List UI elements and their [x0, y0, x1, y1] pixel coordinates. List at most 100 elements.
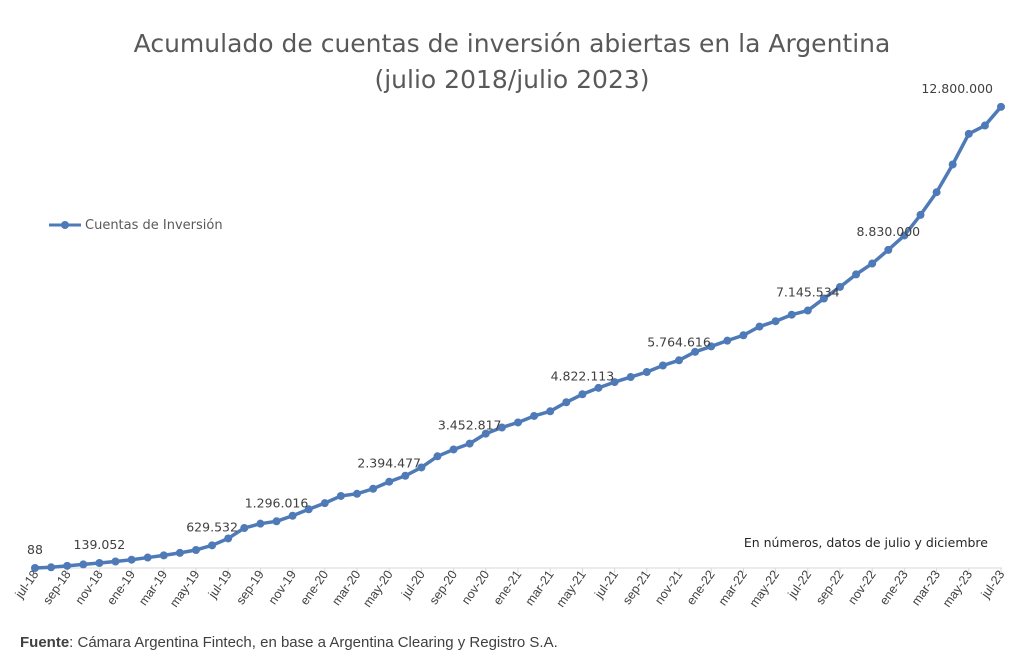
data-labels: 88 139.052 629.532 1.296.016 2.394.477 3.452.…	[27, 81, 993, 557]
data-point	[626, 373, 635, 382]
data-point	[546, 407, 555, 416]
data-point	[401, 471, 410, 480]
data-point	[964, 129, 973, 138]
data-point	[771, 317, 780, 326]
data-point	[803, 306, 812, 315]
data-point	[417, 463, 426, 472]
x-tick-label: jul-22	[785, 568, 815, 602]
data-point	[159, 551, 168, 560]
x-tick-label: may-22	[747, 568, 782, 610]
data-label: 88	[27, 542, 43, 557]
source-text: : Cámara Argentina Fintech, en base a Ar…	[69, 634, 558, 651]
data-point	[224, 534, 233, 543]
x-tick-label: sep-21	[620, 568, 653, 607]
x-tick-label: ene-23	[877, 568, 911, 608]
data-point	[836, 282, 844, 291]
chart-note: En números, datos de julio y diciembre	[744, 535, 988, 550]
data-label: 1.296.016	[245, 495, 309, 510]
data-point	[658, 361, 667, 370]
data-label: 3.452.817	[438, 418, 502, 433]
data-point	[755, 322, 764, 331]
data-label: 7.145.534	[776, 285, 840, 300]
data-point	[610, 378, 619, 387]
data-label: 5.764.616	[647, 334, 711, 349]
data-point	[208, 541, 217, 550]
x-tick-label: nov-21	[652, 568, 685, 607]
data-point	[79, 560, 88, 569]
series-markers	[31, 102, 1005, 572]
source-note: Fuente: Cámara Argentina Fintech, en bas…	[20, 634, 558, 651]
x-tick-label: mar-21	[522, 568, 556, 609]
data-point	[433, 452, 442, 461]
data-point	[852, 270, 861, 279]
x-tick-label: jul-21	[591, 568, 621, 602]
data-label: 12.800.000	[921, 81, 993, 96]
data-point	[707, 342, 716, 351]
data-point	[514, 418, 522, 427]
x-tick-label: jul-20	[398, 568, 428, 602]
data-point	[175, 548, 184, 557]
data-label: 139.052	[74, 537, 126, 552]
data-point	[884, 245, 893, 254]
data-label: 4.822.113	[551, 368, 615, 383]
x-tick-label: nov-18	[72, 568, 105, 607]
x-tick-label: mar-19	[136, 568, 170, 609]
x-tick-label: jul-19	[205, 568, 235, 602]
legend-label: Cuentas de Inversión	[85, 218, 223, 233]
data-point	[675, 356, 683, 365]
data-point	[739, 331, 748, 340]
legend: Cuentas de Inversión	[49, 218, 223, 233]
x-tick-label: sep-19	[233, 568, 266, 607]
data-point	[272, 517, 281, 526]
data-point	[47, 563, 56, 572]
data-point	[868, 259, 877, 268]
x-tick-label: nov-19	[266, 568, 299, 607]
data-point	[465, 439, 474, 448]
x-tick-label: sep-18	[40, 568, 73, 607]
data-point	[256, 519, 265, 528]
x-tick-label: jul-23	[978, 568, 1008, 602]
x-tick-label: ene-22	[684, 568, 718, 608]
data-point	[642, 368, 651, 376]
data-point	[916, 210, 925, 219]
x-tick-label: may-19	[167, 568, 202, 610]
data-label: 8.830.000	[856, 224, 920, 239]
data-point	[320, 499, 329, 508]
data-point	[63, 561, 72, 570]
data-point	[143, 553, 152, 562]
x-tick-label: ene-19	[104, 568, 138, 608]
x-tick-label: mar-20	[329, 568, 363, 609]
data-point	[562, 398, 571, 407]
data-point	[304, 505, 313, 514]
x-tick-label: may-20	[360, 568, 395, 610]
x-axis-ticks	[34, 568, 1002, 573]
data-label: 2.394.477	[357, 456, 421, 471]
data-point	[127, 555, 136, 564]
x-tick-label: ene-21	[491, 568, 525, 608]
data-label: 629.532	[186, 519, 238, 534]
legend-marker-swatch	[61, 221, 69, 229]
source-label: Fuente	[20, 634, 70, 651]
data-point	[336, 491, 345, 500]
x-tick-label: ene-20	[297, 568, 331, 608]
chart-title: Acumulado de cuentas de inversión abiert…	[134, 29, 891, 58]
x-tick-label: may-23	[940, 568, 975, 610]
data-point	[900, 231, 909, 240]
data-point	[192, 545, 200, 554]
data-point	[240, 524, 249, 533]
x-tick-label: mar-22	[716, 568, 750, 609]
x-tick-label: nov-20	[459, 568, 492, 607]
data-point	[530, 411, 539, 420]
data-point	[31, 564, 39, 572]
data-point	[385, 477, 394, 486]
series-line	[33, 105, 1003, 570]
data-point	[481, 429, 490, 438]
data-point	[369, 484, 378, 493]
x-tick-label: jul-18	[12, 568, 42, 602]
data-point	[449, 445, 458, 454]
data-point	[787, 310, 796, 319]
data-point	[95, 558, 104, 567]
data-point	[353, 489, 361, 498]
chart-subtitle: (julio 2018/julio 2023)	[374, 65, 649, 94]
